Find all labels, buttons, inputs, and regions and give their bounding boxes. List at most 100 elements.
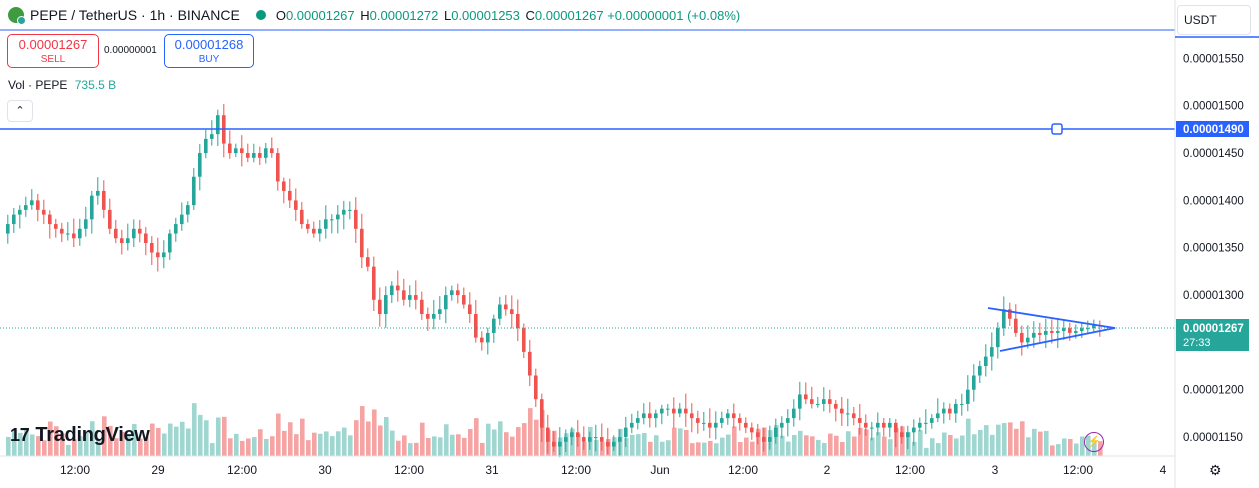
volume-bar: [510, 436, 515, 456]
candle-body: [732, 413, 736, 419]
volume-bar: [840, 441, 845, 456]
volume-bar: [414, 442, 419, 456]
volume-bar: [534, 419, 539, 456]
volume-bar: [726, 434, 731, 456]
symbol-title[interactable]: PEPE / TetherUS · 1h · BINANCE: [30, 7, 240, 23]
volume-bar: [1074, 443, 1079, 456]
candle-body: [42, 209, 46, 215]
sell-button[interactable]: 0.00001267 SELL: [7, 34, 99, 68]
candle-body: [684, 408, 688, 414]
candle-body: [198, 153, 202, 177]
candle-body: [624, 427, 628, 438]
candle-body: [1044, 331, 1048, 335]
volume-bar: [852, 436, 857, 456]
candle-body: [282, 181, 286, 191]
volume-bar: [12, 429, 17, 456]
candle-body: [60, 228, 64, 234]
candle-body: [300, 209, 304, 225]
candle-body: [966, 389, 970, 404]
candle-body: [756, 432, 760, 438]
candle-body: [468, 304, 472, 314]
volume-bar: [66, 444, 71, 456]
candle-body: [648, 413, 652, 419]
volume-bar: [678, 428, 683, 456]
candle-body: [942, 408, 946, 414]
volume-bar: [282, 430, 287, 456]
volume-bar: [810, 436, 815, 456]
bar-countdown: 27:33: [1183, 337, 1211, 349]
candle-body: [78, 228, 82, 239]
volume-bar: [714, 443, 719, 456]
candle-body: [36, 200, 40, 210]
candle-body: [126, 238, 130, 243]
candle-body: [294, 200, 298, 210]
tradingview-logo[interactable]: 17 TradingView: [10, 424, 150, 447]
volume-bar: [744, 437, 749, 456]
volume-bar: [918, 430, 923, 456]
candle-body: [414, 295, 418, 300]
candle-body: [1092, 325, 1096, 329]
volume-bar: [48, 421, 53, 456]
candle-body: [912, 427, 916, 433]
volume-bar: [474, 418, 479, 456]
volume-bar: [624, 438, 629, 456]
volume-bar: [966, 418, 971, 456]
market-status-icon[interactable]: [255, 10, 266, 20]
volume-bar: [324, 431, 329, 456]
volume-bar: [954, 438, 959, 456]
candle-body: [480, 337, 484, 343]
settings-gear-icon[interactable]: ⚙: [1209, 462, 1222, 478]
volume-bar: [144, 436, 149, 456]
candle-body: [876, 422, 880, 428]
time-tick-label: 12:00: [728, 463, 758, 477]
candle-body: [642, 413, 646, 419]
volume-bar: [108, 425, 113, 456]
currency-selector[interactable]: USDT: [1177, 5, 1251, 35]
price-axis-ticks: 0.00001550 0.00001500 0.00001450 0.00001400…: [1183, 53, 1244, 444]
volume-bar: [318, 433, 323, 456]
volume-bar: [1044, 430, 1049, 456]
volume-bar: [1068, 438, 1073, 456]
candle-body: [450, 290, 454, 296]
lightning-icon[interactable]: ⚡: [1084, 432, 1104, 452]
candle-body: [390, 285, 394, 296]
candle-body: [936, 413, 940, 419]
volume-bar: [804, 435, 809, 456]
collapse-legend-button[interactable]: ⌃: [7, 100, 33, 122]
candle-body: [48, 214, 52, 225]
buy-button[interactable]: 0.00001268 BUY: [164, 34, 254, 68]
time-tick-label: 4: [1160, 463, 1167, 477]
volume-bar: [984, 425, 989, 456]
candle-body: [906, 432, 910, 438]
volume-bar: [924, 447, 929, 456]
sell-label: SELL: [40, 54, 66, 65]
pepe-logo-icon: [8, 7, 26, 25]
volume-bar: [732, 426, 737, 456]
buy-price: 0.00001268: [174, 37, 244, 52]
volume-bar: [276, 413, 281, 456]
candle-body: [702, 422, 706, 424]
volume-bar: [720, 437, 725, 456]
volume-legend[interactable]: Vol · PEPE 735.5 B: [8, 78, 116, 92]
volume-legend-value: 735.5 B: [74, 78, 117, 92]
candle-body: [24, 205, 28, 210]
candle-body: [270, 148, 274, 154]
volume-bar: [36, 436, 41, 456]
candle-body: [540, 399, 544, 428]
triangle-pattern-drawing[interactable]: [987, 307, 1116, 352]
candle-body: [354, 209, 358, 229]
price-tick-label: 0.00001300: [1183, 290, 1244, 302]
volume-bar: [150, 423, 155, 456]
candle-body: [570, 432, 574, 438]
volume-bar: [468, 429, 473, 456]
volume-bar: [672, 427, 677, 456]
candle-body: [852, 413, 856, 419]
volume-bar: [1020, 421, 1025, 456]
candle-body: [510, 309, 514, 314]
volume-bar: [978, 429, 983, 456]
horizontal-line-handle[interactable]: [1051, 123, 1063, 135]
candle-body: [174, 224, 178, 234]
volume-bar: [816, 439, 821, 456]
time-tick-label: Jun: [650, 463, 669, 477]
